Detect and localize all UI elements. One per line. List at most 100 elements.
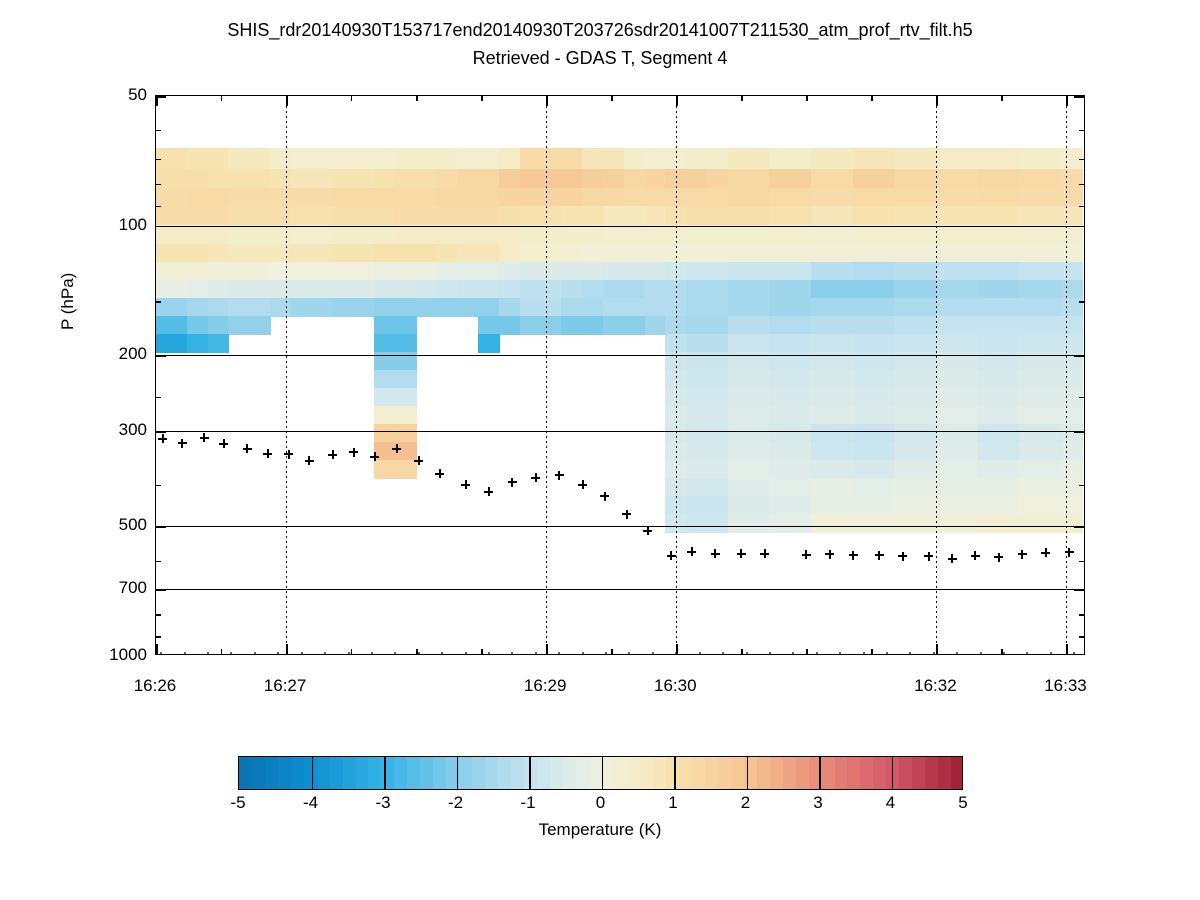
heatmap-cell [727, 280, 750, 300]
heatmap-cell [457, 262, 480, 282]
heatmap-cell [540, 262, 563, 282]
heatmap-cell [727, 352, 750, 372]
colorbar-segment [912, 757, 926, 789]
heatmap-cell [706, 495, 729, 515]
heatmap-cell [665, 148, 688, 170]
heatmap-cell [998, 206, 1021, 226]
heatmap-cell [332, 280, 355, 300]
heatmap-cell [956, 316, 979, 336]
heatmap-cell [1060, 243, 1083, 263]
heatmap-cell [706, 405, 729, 425]
heatmap-cell [935, 423, 958, 443]
heatmap-cell [831, 206, 854, 226]
heatmap-cell [748, 280, 771, 300]
heatmap-cell [457, 243, 480, 263]
heatmap-cell [1060, 477, 1083, 497]
heatmap-cell [894, 405, 917, 425]
heatmap-cell [831, 334, 854, 354]
heatmap-cell [561, 262, 584, 282]
heatmap-cell [311, 298, 334, 318]
heatmap-cell [623, 148, 646, 170]
heatmap-cell [394, 148, 417, 170]
heatmap-cell [1019, 298, 1041, 318]
heatmap-cell [727, 459, 750, 479]
heatmap-cell [935, 148, 958, 170]
heatmap-cell [831, 148, 854, 170]
heatmap-cell [269, 206, 292, 226]
heatmap-cell [374, 405, 396, 425]
heatmap-cell [478, 334, 500, 354]
heatmap-cell [290, 243, 313, 263]
heatmap-cell [1019, 334, 1041, 354]
heatmap-cell [1060, 262, 1083, 282]
heatmap-cell [228, 168, 251, 189]
heatmap-cell [873, 316, 896, 336]
heatmap-cell [852, 168, 875, 189]
heatmap-cell [665, 459, 688, 479]
heatmap-cell [686, 513, 708, 533]
heatmap-cell [249, 224, 271, 245]
heatmap-cell [374, 298, 396, 318]
heatmap-cell [727, 187, 750, 208]
heatmap-cell [156, 168, 167, 189]
heatmap-cell [831, 459, 854, 479]
heatmap-cell [207, 187, 230, 208]
colorbar-tick [311, 757, 314, 789]
colorbar-tick-label: 2 [740, 793, 751, 812]
heatmap-cell [1060, 168, 1083, 189]
heatmap-cell [1019, 405, 1041, 425]
heatmap-cell [686, 206, 708, 226]
colorbar-tick-label: 3 [813, 793, 823, 812]
heatmap-cell [998, 513, 1021, 533]
heatmap-cell [977, 148, 1000, 170]
heatmap-cell [332, 148, 355, 170]
colorbar-segment [355, 757, 370, 789]
heatmap-cell [977, 206, 1000, 226]
heatmap-cell [540, 298, 563, 318]
heatmap-cell [290, 187, 313, 208]
heatmap-cell [519, 280, 542, 300]
colorbar-segment [769, 757, 784, 789]
heatmap-cell [727, 495, 750, 515]
heatmap-cell [831, 423, 854, 443]
heatmap-cell [831, 370, 854, 390]
heatmap-cell [852, 459, 875, 479]
heatmap-cell [748, 352, 771, 372]
heatmap-cell [727, 206, 750, 226]
heatmap-cell [228, 187, 251, 208]
heatmap-cell [998, 405, 1021, 425]
heatmap-cell [165, 243, 188, 263]
heatmap-cell [394, 280, 417, 300]
heatmap-cell [852, 316, 875, 336]
heatmap-cell [769, 243, 792, 263]
heatmap-cell [478, 187, 500, 208]
heatmap-cell [415, 262, 438, 282]
heatmap-cell [831, 495, 854, 515]
heatmap-cell [478, 298, 500, 318]
heatmap-cell [977, 405, 1000, 425]
heatmap-cell [165, 298, 188, 318]
heatmap-cell [582, 168, 604, 189]
heatmap-cell [956, 224, 979, 245]
heatmap-cell [1019, 148, 1041, 170]
colorbar-segment [705, 757, 719, 789]
heatmap-cell [665, 495, 688, 515]
heatmap-cell [935, 495, 958, 515]
heatmap-cell [977, 280, 1000, 300]
heatmap-cell [394, 168, 417, 189]
heatmap-cell [686, 334, 708, 354]
heatmap-cell [623, 298, 646, 318]
heatmap-cell [873, 334, 896, 354]
heatmap-cell [706, 334, 729, 354]
heatmap-cell [769, 423, 792, 443]
heatmap-cell [374, 388, 396, 407]
heatmap-cell [686, 224, 708, 245]
heatmap-cell [665, 477, 688, 497]
heatmap-cell [1019, 441, 1041, 461]
heatmap-cell [811, 423, 833, 443]
heatmap-cell [665, 441, 688, 461]
heatmap-cell [540, 206, 563, 226]
heatmap-cell [769, 206, 792, 226]
heatmap-cell [1039, 370, 1062, 390]
colorbar-segment [718, 757, 732, 789]
